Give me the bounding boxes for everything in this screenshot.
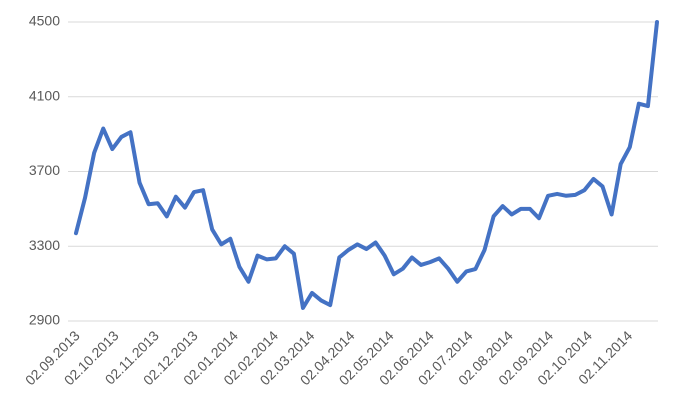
y-tick-label: 4500 (29, 13, 60, 29)
y-tick-label: 2900 (29, 312, 60, 328)
y-tick-label: 4100 (29, 87, 60, 103)
y-tick-label: 3300 (29, 237, 60, 253)
line-series (74, 20, 659, 310)
y-tick-label: 3700 (29, 162, 60, 178)
